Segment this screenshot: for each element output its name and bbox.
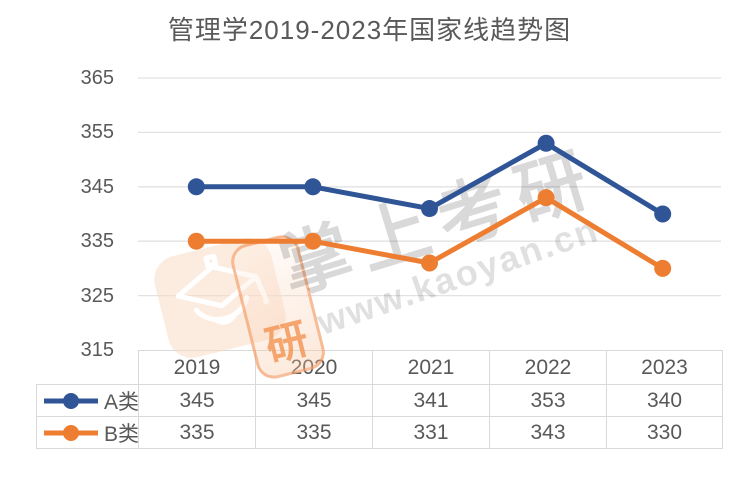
table-row-series-a: A类 345 345 341 353 340 <box>36 384 723 417</box>
y-axis-label: 345 <box>80 175 114 198</box>
legend-cell: B类 <box>36 416 139 449</box>
legend-label: B类 <box>104 422 139 446</box>
table-cell-value: 345 <box>255 384 373 417</box>
table-cell-value: 331 <box>372 416 490 449</box>
data-table: 2019 2020 2021 2022 2023 A类 345 345 341 353 340 B类 3… <box>36 350 723 449</box>
table-header-year: 2021 <box>372 350 490 385</box>
y-axis-label: 335 <box>80 230 114 253</box>
table-cell-value: 345 <box>138 384 256 417</box>
table-header-year: 2022 <box>489 350 607 385</box>
table-header-year: 2019 <box>138 350 256 385</box>
y-axis-label: 325 <box>80 284 114 307</box>
data-table-body: 2019 2020 2021 2022 2023 A类 345 345 341 353 340 B类 3… <box>36 350 723 449</box>
table-corner-cell <box>36 350 139 385</box>
table-cell-value: 335 <box>255 416 373 449</box>
legend-key-icon <box>44 424 98 441</box>
table-cell-value: 340 <box>606 384 723 417</box>
table-cell-value: 353 <box>489 384 607 417</box>
legend-label: A类 <box>104 390 139 414</box>
table-row-series-b: B类 335 335 331 343 330 <box>36 416 723 449</box>
legend-key-icon <box>44 392 98 409</box>
table-cell-value: 335 <box>138 416 256 449</box>
chart-title: 管理学2019-2023年国家线趋势图 <box>167 15 572 45</box>
table-header-year: 2023 <box>606 350 723 385</box>
table-cell-value: 341 <box>372 384 490 417</box>
legend-cell: A类 <box>36 384 139 417</box>
table-header-year: 2020 <box>255 350 373 385</box>
y-axis-label: 355 <box>80 121 114 144</box>
y-axis-label: 365 <box>80 67 114 89</box>
table-cell-value: 330 <box>606 416 723 449</box>
table-cell-value: 343 <box>489 416 607 449</box>
